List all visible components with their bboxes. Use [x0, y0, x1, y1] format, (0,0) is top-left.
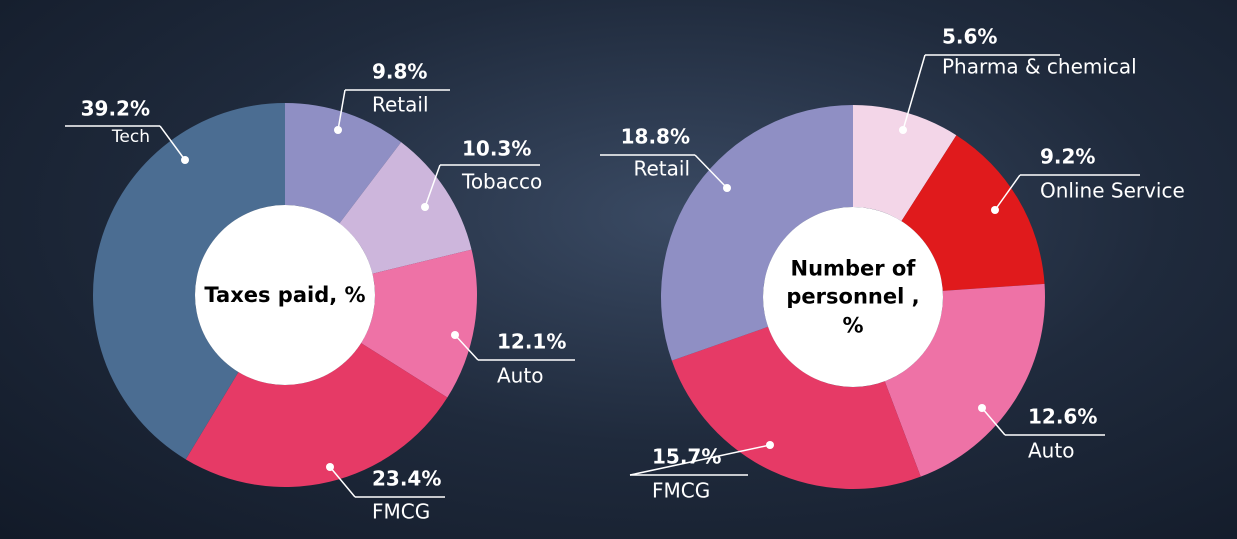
chart-title: Taxes paid, %	[204, 282, 366, 307]
leader-dot	[451, 331, 459, 339]
value-label: 5.6%	[942, 25, 997, 49]
donut-hole	[195, 205, 375, 385]
donut-segment	[285, 103, 402, 224]
donut-segment	[92, 103, 286, 460]
leader-dot	[766, 441, 774, 449]
value-label: 10.3%	[462, 137, 531, 161]
leader-dot	[978, 404, 986, 412]
leader-line	[994, 174, 1021, 211]
leader-line	[454, 334, 479, 361]
leader-line	[981, 407, 1006, 436]
category-label: Retail	[372, 93, 429, 117]
category-label: Online Service	[1040, 179, 1185, 203]
value-label: 18.8%	[621, 125, 690, 149]
value-label: 12.6%	[1028, 405, 1097, 429]
category-label: Auto	[1028, 439, 1074, 463]
category-label: FMCG	[372, 500, 430, 524]
leader-line	[159, 125, 186, 161]
leader-line	[629, 444, 771, 476]
leader-dot	[723, 184, 731, 192]
donut-segment	[185, 343, 448, 488]
donut-hole	[763, 207, 943, 387]
category-label: Retail	[633, 157, 690, 181]
value-label: 23.4%	[372, 467, 441, 491]
category-label: Tobacco	[461, 170, 542, 194]
value-label: 39.2%	[81, 97, 150, 121]
category-label: Tech	[111, 127, 150, 147]
donut-segment	[661, 105, 853, 361]
leader-line	[329, 466, 356, 498]
donut-segment	[339, 142, 472, 274]
leader-dot	[326, 463, 334, 471]
leader-line	[902, 54, 926, 131]
leader-dot	[181, 156, 189, 164]
value-label: 15.7%	[652, 445, 721, 469]
leader-dot	[899, 126, 907, 134]
category-label: Auto	[497, 364, 543, 388]
category-label: Pharma & chemical	[942, 55, 1137, 79]
category-label: FMCG	[652, 479, 710, 503]
chart-title: Number of personnel , %	[786, 256, 920, 338]
value-label: 9.8%	[372, 60, 427, 84]
value-label: 9.2%	[1040, 145, 1095, 169]
leader-line	[694, 154, 728, 189]
leader-dot	[991, 206, 999, 214]
leader-line	[337, 89, 346, 131]
donut-segment	[884, 283, 1045, 477]
donut-segment	[361, 249, 477, 398]
value-label: 12.1%	[497, 330, 566, 354]
donut-segment	[901, 135, 1045, 291]
leader-dot	[334, 126, 342, 134]
leader-dot	[421, 203, 429, 211]
leader-line	[424, 164, 441, 208]
donut-segment	[671, 326, 921, 489]
donut-segment	[853, 105, 957, 222]
